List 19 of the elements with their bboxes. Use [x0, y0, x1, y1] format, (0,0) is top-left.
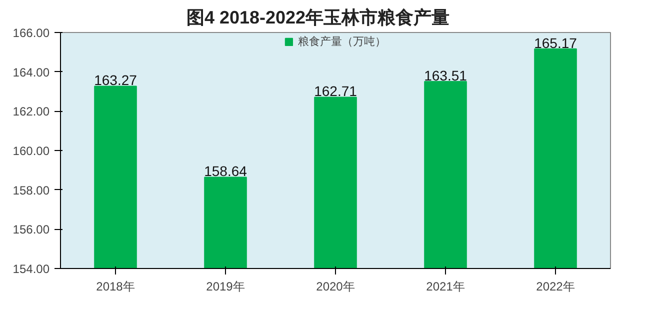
- data-label: 165.17: [534, 34, 578, 51]
- y-tick-label: 156.00: [12, 222, 50, 237]
- y-tick-label: 166.00: [12, 26, 50, 40]
- y-tick-label: 164.00: [12, 65, 50, 80]
- y-tick-label: 154.00: [12, 262, 50, 276]
- y-tick-label: 160.00: [12, 144, 50, 158]
- legend-label: 粮食产量（万吨）: [298, 34, 386, 49]
- x-tick-label: 2020年: [316, 280, 355, 294]
- data-label: 158.64: [204, 163, 248, 180]
- x-tick-label: 2019年: [206, 280, 245, 294]
- data-label: 162.71: [314, 83, 358, 100]
- data-label: 163.27: [94, 72, 138, 88]
- data-label: 163.51: [424, 67, 468, 84]
- x-tick-label: 2018年: [96, 280, 135, 294]
- y-tick-label: 162.00: [12, 104, 50, 119]
- y-tick-label: 158.00: [12, 183, 50, 198]
- x-tick-label: 2022年: [536, 280, 575, 294]
- x-tick-label: 2021年: [426, 280, 465, 294]
- chart-title: 图4 2018-2022年玉林市粮食产量: [186, 8, 450, 28]
